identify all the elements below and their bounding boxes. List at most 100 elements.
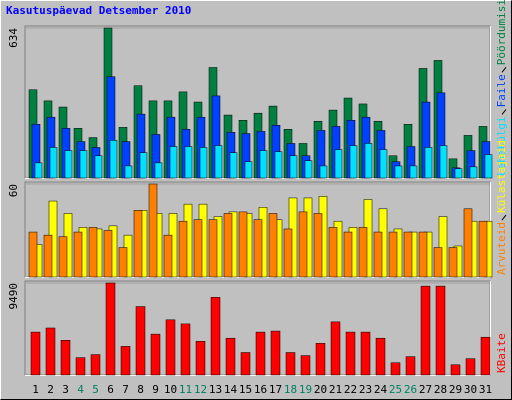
bar bbox=[75, 357, 86, 376]
bar bbox=[43, 234, 53, 278]
x-tick-label: 16 bbox=[254, 383, 267, 396]
bar bbox=[448, 247, 458, 278]
bar bbox=[379, 149, 388, 179]
bar bbox=[330, 321, 341, 376]
bar bbox=[315, 343, 326, 376]
bar bbox=[274, 151, 283, 179]
bar bbox=[469, 166, 478, 179]
bar bbox=[328, 227, 338, 278]
legend-separator bbox=[501, 66, 507, 73]
chart-title: Kasutuspäevad Detsember 2010 bbox=[6, 4, 191, 17]
x-tick-label: 4 bbox=[77, 383, 84, 396]
x-tick-label: 28 bbox=[434, 383, 447, 396]
legend-label: Arvuteid bbox=[495, 222, 508, 275]
bar bbox=[124, 165, 133, 179]
bar bbox=[28, 231, 38, 278]
x-tick-label: 15 bbox=[239, 383, 252, 396]
bar bbox=[139, 152, 148, 179]
bar bbox=[438, 216, 448, 278]
bar bbox=[133, 210, 143, 278]
bar bbox=[345, 331, 356, 376]
bar bbox=[484, 154, 493, 179]
bar bbox=[450, 364, 461, 376]
legend-label: Pöördumisi bbox=[495, 0, 508, 65]
bar bbox=[285, 352, 296, 376]
x-tick-label: 6 bbox=[107, 383, 114, 396]
bar bbox=[210, 297, 221, 376]
legend-label: Faile bbox=[495, 74, 508, 107]
bar bbox=[283, 228, 293, 278]
legend-separator bbox=[501, 109, 507, 115]
bar bbox=[373, 231, 383, 278]
bar bbox=[409, 165, 418, 179]
legend-separator bbox=[501, 214, 507, 221]
bar bbox=[208, 219, 218, 278]
bar bbox=[60, 340, 71, 376]
bar bbox=[244, 161, 253, 179]
legend-label: KBaite bbox=[495, 333, 508, 373]
bar bbox=[394, 165, 403, 179]
bar bbox=[433, 247, 443, 278]
bar bbox=[480, 336, 491, 376]
bar bbox=[364, 143, 373, 179]
y-tick-label: 634 bbox=[7, 28, 20, 48]
bar bbox=[270, 330, 281, 376]
x-tick-label: 30 bbox=[464, 383, 477, 396]
bar bbox=[289, 155, 298, 179]
x-tick-label: 5 bbox=[92, 383, 99, 396]
bar bbox=[465, 358, 476, 376]
bar bbox=[109, 140, 118, 179]
bar bbox=[375, 337, 386, 376]
bar bbox=[154, 162, 163, 179]
x-tick-label: 23 bbox=[359, 383, 372, 396]
bar bbox=[150, 333, 161, 376]
x-tick-label: 11 bbox=[179, 383, 192, 396]
x-tick-label: 27 bbox=[419, 383, 432, 396]
bar bbox=[58, 236, 68, 278]
bar bbox=[30, 331, 41, 376]
bar bbox=[94, 155, 103, 179]
bar bbox=[229, 152, 238, 179]
x-tick-label: 8 bbox=[137, 383, 144, 396]
x-tick-label: 21 bbox=[329, 383, 342, 396]
bar bbox=[34, 162, 43, 179]
bar bbox=[195, 341, 206, 376]
x-tick-label: 29 bbox=[449, 383, 462, 396]
bar bbox=[73, 231, 83, 278]
bar bbox=[118, 247, 128, 278]
x-tick-label: 2 bbox=[47, 383, 54, 396]
x-tick-label: 19 bbox=[299, 383, 312, 396]
bar bbox=[343, 231, 353, 278]
bar bbox=[184, 146, 193, 179]
x-tick-label: 13 bbox=[209, 383, 222, 396]
y-tick-label: 9490 bbox=[7, 283, 20, 310]
x-tick-label: 17 bbox=[269, 383, 282, 396]
bar bbox=[360, 331, 371, 376]
bar bbox=[358, 227, 368, 278]
bar bbox=[169, 146, 178, 179]
x-tick-label: 31 bbox=[479, 383, 492, 396]
bar bbox=[178, 220, 188, 278]
bar bbox=[214, 145, 223, 179]
bar bbox=[439, 145, 448, 179]
bar bbox=[304, 160, 313, 179]
x-tick-label: 10 bbox=[164, 383, 177, 396]
x-tick-label: 25 bbox=[389, 383, 402, 396]
bar bbox=[418, 231, 428, 278]
bar bbox=[298, 211, 308, 278]
x-tick-label: 24 bbox=[374, 383, 388, 396]
bar bbox=[79, 150, 88, 179]
bar bbox=[403, 231, 413, 278]
bar bbox=[253, 219, 263, 278]
bar bbox=[163, 234, 173, 278]
bar bbox=[90, 354, 101, 376]
x-tick-label: 3 bbox=[62, 383, 69, 396]
bar bbox=[120, 346, 131, 376]
bar bbox=[135, 306, 146, 376]
bar bbox=[334, 149, 343, 179]
x-tick-label: 1 bbox=[32, 383, 39, 396]
y-tick-label: 60 bbox=[7, 184, 20, 197]
bar bbox=[148, 183, 158, 278]
